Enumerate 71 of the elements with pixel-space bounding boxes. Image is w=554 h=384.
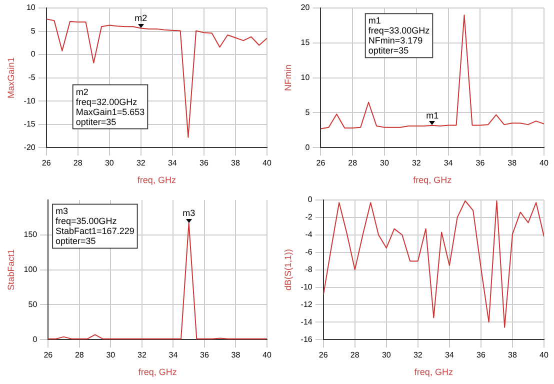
x-axis-title: freq, GHz: [137, 175, 176, 186]
y-tick-label: -12: [300, 300, 313, 309]
x-tick-label: 32: [136, 158, 146, 168]
x-tick-label: 32: [412, 158, 422, 168]
x-tick-label: 34: [168, 350, 178, 360]
x-tick-label: 26: [316, 158, 326, 168]
y-tick-label: -8: [305, 265, 313, 274]
y-tick-label: 5: [30, 26, 36, 36]
y-tick-label: 0: [32, 334, 38, 344]
x-tick-label: 40: [540, 158, 549, 168]
x-axis-title: freq, GHz: [413, 175, 452, 186]
x-tick-label: 38: [231, 350, 241, 360]
x-tick-label: 38: [231, 158, 240, 168]
x-tick-label: 30: [104, 158, 114, 168]
y-tick-label: -5: [28, 73, 36, 82]
x-tick-label: 40: [262, 158, 272, 168]
x-tick-label: 40: [262, 350, 272, 360]
y-tick-label: -16: [300, 334, 313, 344]
x-tick-label: 26: [42, 158, 52, 168]
y-axis-title: NFmin: [282, 64, 293, 92]
y-tick-label: 20: [300, 3, 310, 12]
annotation: m3: [182, 208, 196, 218]
y-tick-label: -6: [305, 248, 313, 257]
x-tick-label: 36: [200, 350, 210, 360]
x-tick-label: 30: [382, 350, 392, 360]
x-tick-label: 36: [200, 158, 209, 168]
x-tick-label: 28: [350, 350, 360, 360]
y-tick-label: -20: [24, 142, 36, 152]
x-tick-label: 34: [444, 350, 454, 360]
x-tick-label: 34: [168, 158, 178, 168]
y-tick-label: 0: [308, 195, 313, 204]
x-tick-label: 36: [476, 350, 486, 360]
x-tick-label: 26: [44, 350, 54, 360]
x-tick-label: 38: [508, 158, 518, 168]
x-axis-title: freq, GHz: [138, 367, 178, 378]
x-axis-title: freq, GHz: [414, 367, 454, 378]
annotation: m1 freq=33.00GHz NFmin=3.179 optiter=35: [368, 16, 430, 56]
annotation: m2: [134, 13, 148, 24]
x-tick-label: 28: [74, 350, 84, 360]
y-tick-label: 0: [305, 142, 310, 152]
x-tick-label: 28: [348, 158, 358, 168]
y-tick-label: 15: [300, 38, 310, 48]
x-tick-label: 30: [106, 350, 116, 360]
y-tick-label: -10: [24, 96, 36, 106]
y-tick-label: 150: [24, 230, 38, 240]
x-tick-label: 26: [318, 350, 328, 360]
y-tick-label: -14: [300, 317, 313, 326]
y-tick-label: 50: [28, 300, 38, 309]
x-tick-label: 40: [540, 350, 549, 360]
y-tick-label: 100: [24, 265, 38, 274]
y-tick-label: -15: [24, 120, 36, 129]
annotation: m2 freq=32.00GHz MaxGain1=5.653 optiter=35: [76, 86, 145, 127]
y-axis-title: StabFact1: [6, 249, 16, 290]
y-tick-label: -4: [305, 230, 313, 240]
x-tick-label: 32: [413, 350, 423, 360]
y-tick-label: 10: [26, 3, 36, 12]
y-axis-title: MaxGain1: [6, 57, 16, 98]
x-tick-label: 32: [137, 350, 147, 360]
y-tick-label: -10: [300, 282, 313, 292]
x-tick-label: 38: [508, 350, 518, 360]
y-tick-label: 10: [300, 73, 310, 82]
x-tick-label: 28: [73, 158, 83, 168]
x-tick-label: 36: [476, 158, 486, 168]
annotation: m3 freq=35.00GHz StabFact1=167.229 optiter=35: [56, 206, 134, 246]
y-tick-label: 0: [30, 50, 36, 59]
x-tick-label: 30: [380, 158, 390, 168]
annotation: m1: [426, 110, 439, 120]
y-tick-label: -2: [305, 212, 313, 222]
x-tick-label: 34: [444, 158, 454, 168]
y-tick-label: 5: [305, 108, 310, 117]
y-axis-title: dB(S(1,1)): [282, 249, 293, 291]
